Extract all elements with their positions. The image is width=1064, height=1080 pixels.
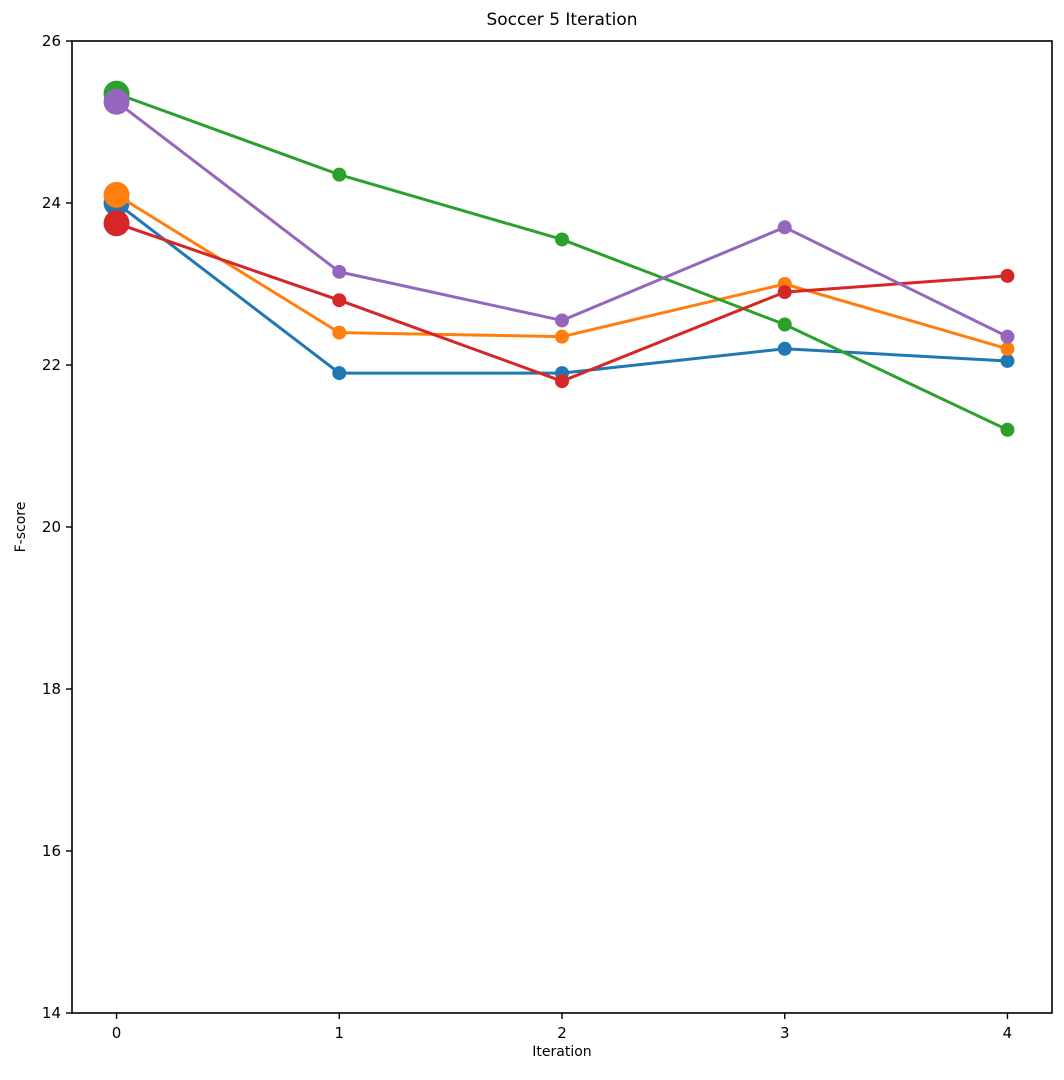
- x-tick-label: 4: [1003, 1024, 1013, 1042]
- data-point-series-4-red-x4: [1000, 268, 1015, 283]
- series-line-series-1-blue: [115, 201, 1009, 375]
- y-tick-label: 24: [42, 194, 61, 212]
- data-point-series-4-red-x3: [777, 285, 792, 300]
- axes-frame: [71, 40, 1053, 1014]
- data-point-series-5-purple-x3: [777, 220, 792, 235]
- y-tick-label: 20: [42, 518, 61, 536]
- x-tick-label: 1: [334, 1024, 344, 1042]
- data-point-series-1-blue-x3: [777, 341, 792, 356]
- data-point-series-1-blue-x1: [332, 366, 347, 381]
- y-tick-label: 16: [42, 842, 61, 860]
- data-point-series-4-red-x1: [332, 293, 347, 308]
- data-point-series-3-green-x1: [332, 167, 347, 182]
- data-point-series-2-orange-x2: [555, 329, 569, 344]
- data-point-series-5-purple-x2: [555, 313, 569, 328]
- x-tick-label: 2: [557, 1024, 567, 1042]
- chart-title: Soccer 5 Iteration: [486, 10, 638, 30]
- y-tick-label: 18: [42, 680, 61, 698]
- y-tick-label: 26: [42, 32, 61, 50]
- x-tick-label: 0: [112, 1024, 122, 1042]
- data-point-series-2-orange-x0: [103, 181, 130, 208]
- x-axis-label: Iteration: [532, 1044, 592, 1060]
- data-point-series-4-red-x0: [103, 210, 130, 237]
- data-point-series-1-blue-x4: [1000, 353, 1015, 368]
- data-point-series-5-purple-x1: [332, 264, 347, 279]
- data-point-series-3-green-x4: [1000, 422, 1015, 437]
- y-tick-label: 22: [42, 356, 61, 374]
- data-point-series-2-orange-x4: [1000, 341, 1015, 356]
- data-point-series-2-orange-x1: [332, 325, 347, 340]
- data-point-series-3-green-x3: [777, 317, 792, 332]
- series-line-series-4-red: [115, 221, 1009, 383]
- data-point-series-4-red-x2: [555, 374, 569, 389]
- y-tick-label: 14: [42, 1004, 61, 1022]
- data-point-series-5-purple-x4: [1000, 329, 1015, 344]
- data-point-series-5-purple-x0: [103, 88, 130, 115]
- series-line-series-5-purple: [115, 100, 1009, 339]
- x-tick-label: 3: [780, 1024, 790, 1042]
- data-point-series-3-green-x2: [555, 232, 569, 247]
